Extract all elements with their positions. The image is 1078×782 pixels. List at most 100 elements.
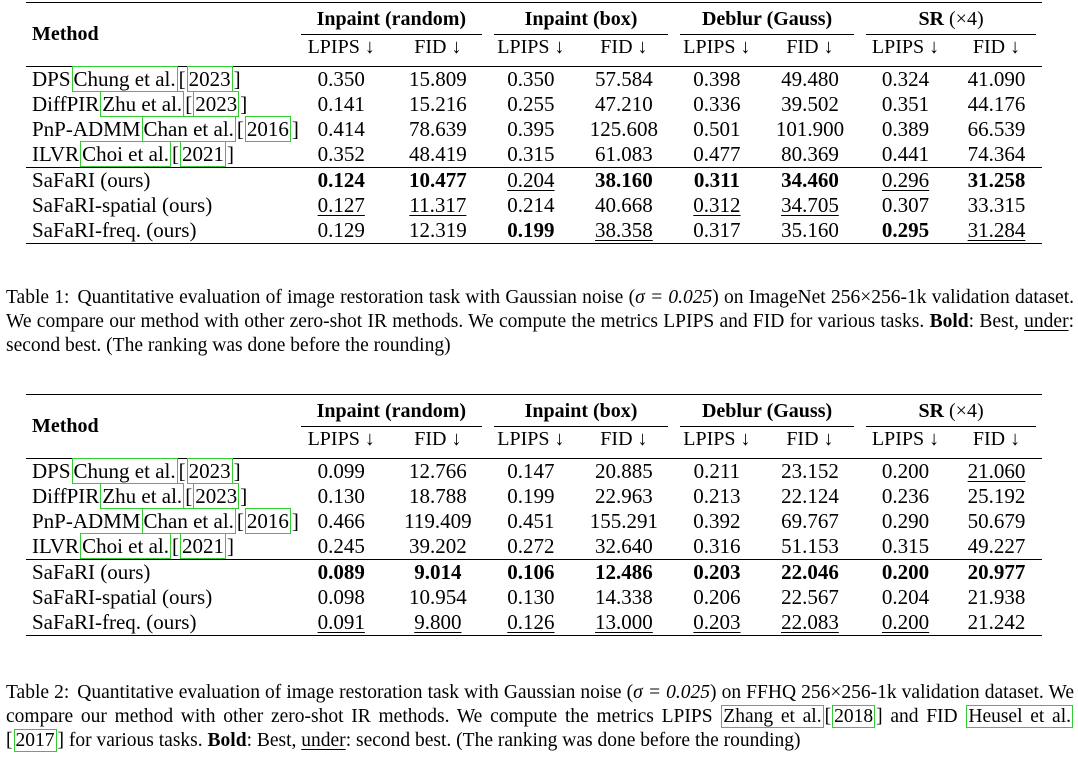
bold-legend: Bold — [929, 311, 969, 332]
metric-value: 0.395 — [507, 117, 555, 141]
fid-header: FID ↓ — [414, 428, 462, 450]
caption-text: ) on ImageNet 256×256-1k validation data… — [6, 287, 1074, 332]
metric-cell: 155.291 — [574, 509, 674, 534]
group-rule — [680, 426, 855, 427]
method-cell: DiffPIR Zhu et al.[2023] — [32, 483, 248, 509]
metric-value: 80.369 — [781, 142, 839, 166]
caption-text: : second best. (The ranking was done bef… — [345, 730, 801, 751]
fid-header: FID ↓ — [414, 36, 462, 58]
metric-value: 39.502 — [781, 92, 839, 116]
citation-year-link[interactable]: 2018 — [832, 705, 876, 728]
citation-link[interactable]: Zhang et al. — [721, 705, 824, 728]
metric-value: 0.272 — [507, 534, 555, 558]
lpips-header: LPIPS ↓ — [871, 36, 940, 58]
citation-year-link[interactable]: 2023 — [186, 458, 233, 484]
metric-value: 0.295 — [881, 218, 930, 242]
metric-cell: 0.203 — [674, 610, 760, 636]
table-row: SaFaRI (ours) 0.089 9.014 0.106 12.486 0.203 2… — [26, 559, 1042, 585]
task-group-header: Inpaint (random) — [294, 2, 488, 35]
metric-value: 23.152 — [781, 459, 839, 483]
metric-value: 10.477 — [408, 168, 467, 192]
metric-cell: 18.788 — [388, 484, 488, 509]
metric-value: 0.206 — [693, 585, 741, 609]
metric-cell: 51.153 — [760, 534, 860, 560]
metric-value: 119.409 — [404, 509, 472, 533]
metric-cell: 0.414 — [295, 117, 388, 142]
table-row: SaFaRI-freq. (ours) 0.129 12.319 0.199 38.35… — [26, 218, 1042, 244]
table-row: DiffPIR Zhu et al.[2023] 0.141 15.216 0.255 4… — [26, 91, 1042, 117]
metric-cell: 119.409 — [388, 509, 488, 534]
method-cell: DPS Chung et al.[2023] — [26, 66, 295, 92]
metric-cell: 0.466 — [295, 509, 388, 534]
method-name: PnP-ADMM — [32, 509, 141, 533]
metric-cell: 0.336 — [674, 92, 760, 117]
metric-value: 0.255 — [507, 92, 555, 116]
citation-year-link[interactable]: 2016 — [244, 508, 291, 534]
method-header: Method — [26, 2, 295, 67]
metric-value: 32.640 — [595, 534, 653, 558]
metric-value: 0.245 — [317, 534, 365, 558]
method-cell: ILVR Choi et al.[2021] — [32, 141, 234, 167]
metric-value: 0.389 — [881, 117, 930, 141]
table-row: SaFaRI (ours) 0.124 10.477 0.204 38.160 0.311… — [26, 167, 1042, 193]
table-row: ILVR Choi et al.[2021] 0.352 48.419 0.315 61.… — [26, 141, 1042, 168]
metric-cell: 21.938 — [951, 585, 1042, 610]
metric-cell: 0.316 — [674, 534, 760, 560]
metric-value: 0.127 — [317, 193, 365, 217]
metric-cell: 74.364 — [951, 142, 1042, 168]
metric-value: 0.106 — [507, 560, 555, 584]
method-name: DPS — [32, 67, 71, 91]
citation-link[interactable]: Choi et al. — [80, 141, 171, 167]
citation-year-link[interactable]: 2023 — [186, 66, 233, 92]
caption-text: : Best, — [968, 311, 1025, 332]
citation-year-link[interactable]: 2023 — [193, 483, 240, 509]
citation-link[interactable]: Choi et al. — [80, 533, 171, 559]
caption-text: ) on FFHQ 256×256-1k validation dataset.… — [6, 682, 1074, 727]
metric-cell: 69.767 — [760, 509, 860, 534]
citation-year-link[interactable]: 2017 — [13, 729, 57, 752]
group-rule — [680, 34, 855, 35]
metric-cell: 0.141 — [295, 92, 388, 117]
citation-year-link[interactable]: 2023 — [193, 91, 240, 117]
task-group-header: Inpaint (random) — [294, 394, 488, 427]
citation-link[interactable]: Heusel et al. — [966, 705, 1073, 728]
metric-value: 49.227 — [967, 534, 1026, 558]
lpips-header: LPIPS ↓ — [497, 428, 565, 450]
metric-cell: 0.272 — [488, 534, 574, 560]
metric-value: 0.477 — [693, 142, 741, 166]
metric-cell: 0.290 — [860, 509, 951, 534]
method-name: DPS — [32, 459, 71, 483]
metric-cell: 12.766 — [387, 458, 488, 484]
citation-year-link[interactable]: 2021 — [179, 533, 226, 559]
metric-cell: 31.258 — [951, 167, 1042, 193]
citation-link[interactable]: Chan et al. — [141, 508, 236, 534]
metric-cell: 9.800 — [387, 610, 488, 636]
metric-cell: 0.124 — [294, 167, 388, 193]
metric-value: 34.460 — [781, 168, 839, 192]
metric-value: 34.705 — [781, 193, 839, 217]
method-cell: DiffPIR Zhu et al.[2023] — [32, 91, 248, 117]
metric-cell: 0.204 — [488, 167, 574, 193]
metric-cell: 0.091 — [294, 610, 388, 636]
metric-value: 0.290 — [881, 509, 930, 533]
citation-year-link[interactable]: 2021 — [179, 141, 226, 167]
metric-cell: 22.046 — [759, 559, 861, 585]
citation-link[interactable]: Zhu et al. — [100, 91, 185, 117]
metric-cell: 0.200 — [860, 559, 951, 585]
metric-value: 0.441 — [881, 142, 930, 166]
fid-header: FID ↓ — [600, 36, 648, 58]
caption-text: for various tasks. — [64, 730, 208, 751]
metric-cell: 0.350 — [488, 66, 574, 92]
metric-value: 13.000 — [595, 610, 653, 634]
method-name: SaFaRI (ours) — [32, 168, 151, 192]
metric-value: 0.141 — [317, 92, 365, 116]
citation-link[interactable]: Zhu et al. — [100, 483, 185, 509]
metric-value: 0.315 — [507, 142, 555, 166]
citation-link[interactable]: Chan et al. — [141, 116, 236, 142]
metric-cell: 10.477 — [387, 167, 488, 193]
metric-value: 66.539 — [967, 117, 1026, 141]
metric-value: 57.584 — [595, 67, 653, 91]
citation-link[interactable]: Chung et al. — [71, 66, 178, 92]
citation-year-link[interactable]: 2016 — [244, 116, 291, 142]
citation-link[interactable]: Chung et al. — [71, 458, 178, 484]
